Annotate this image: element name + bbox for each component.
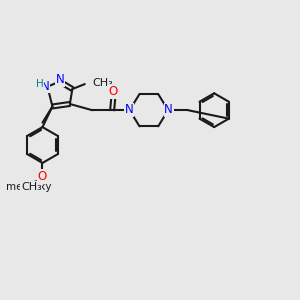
Text: CH₃: CH₃ — [21, 182, 42, 192]
Text: CH₃: CH₃ — [92, 78, 113, 88]
Text: O: O — [109, 85, 118, 98]
Text: H: H — [36, 79, 43, 89]
Text: N: N — [56, 73, 65, 86]
Text: N: N — [164, 103, 173, 116]
Text: O: O — [38, 169, 47, 183]
Text: N: N — [125, 103, 134, 116]
Text: methoxy: methoxy — [6, 182, 52, 192]
Text: N: N — [40, 80, 50, 93]
